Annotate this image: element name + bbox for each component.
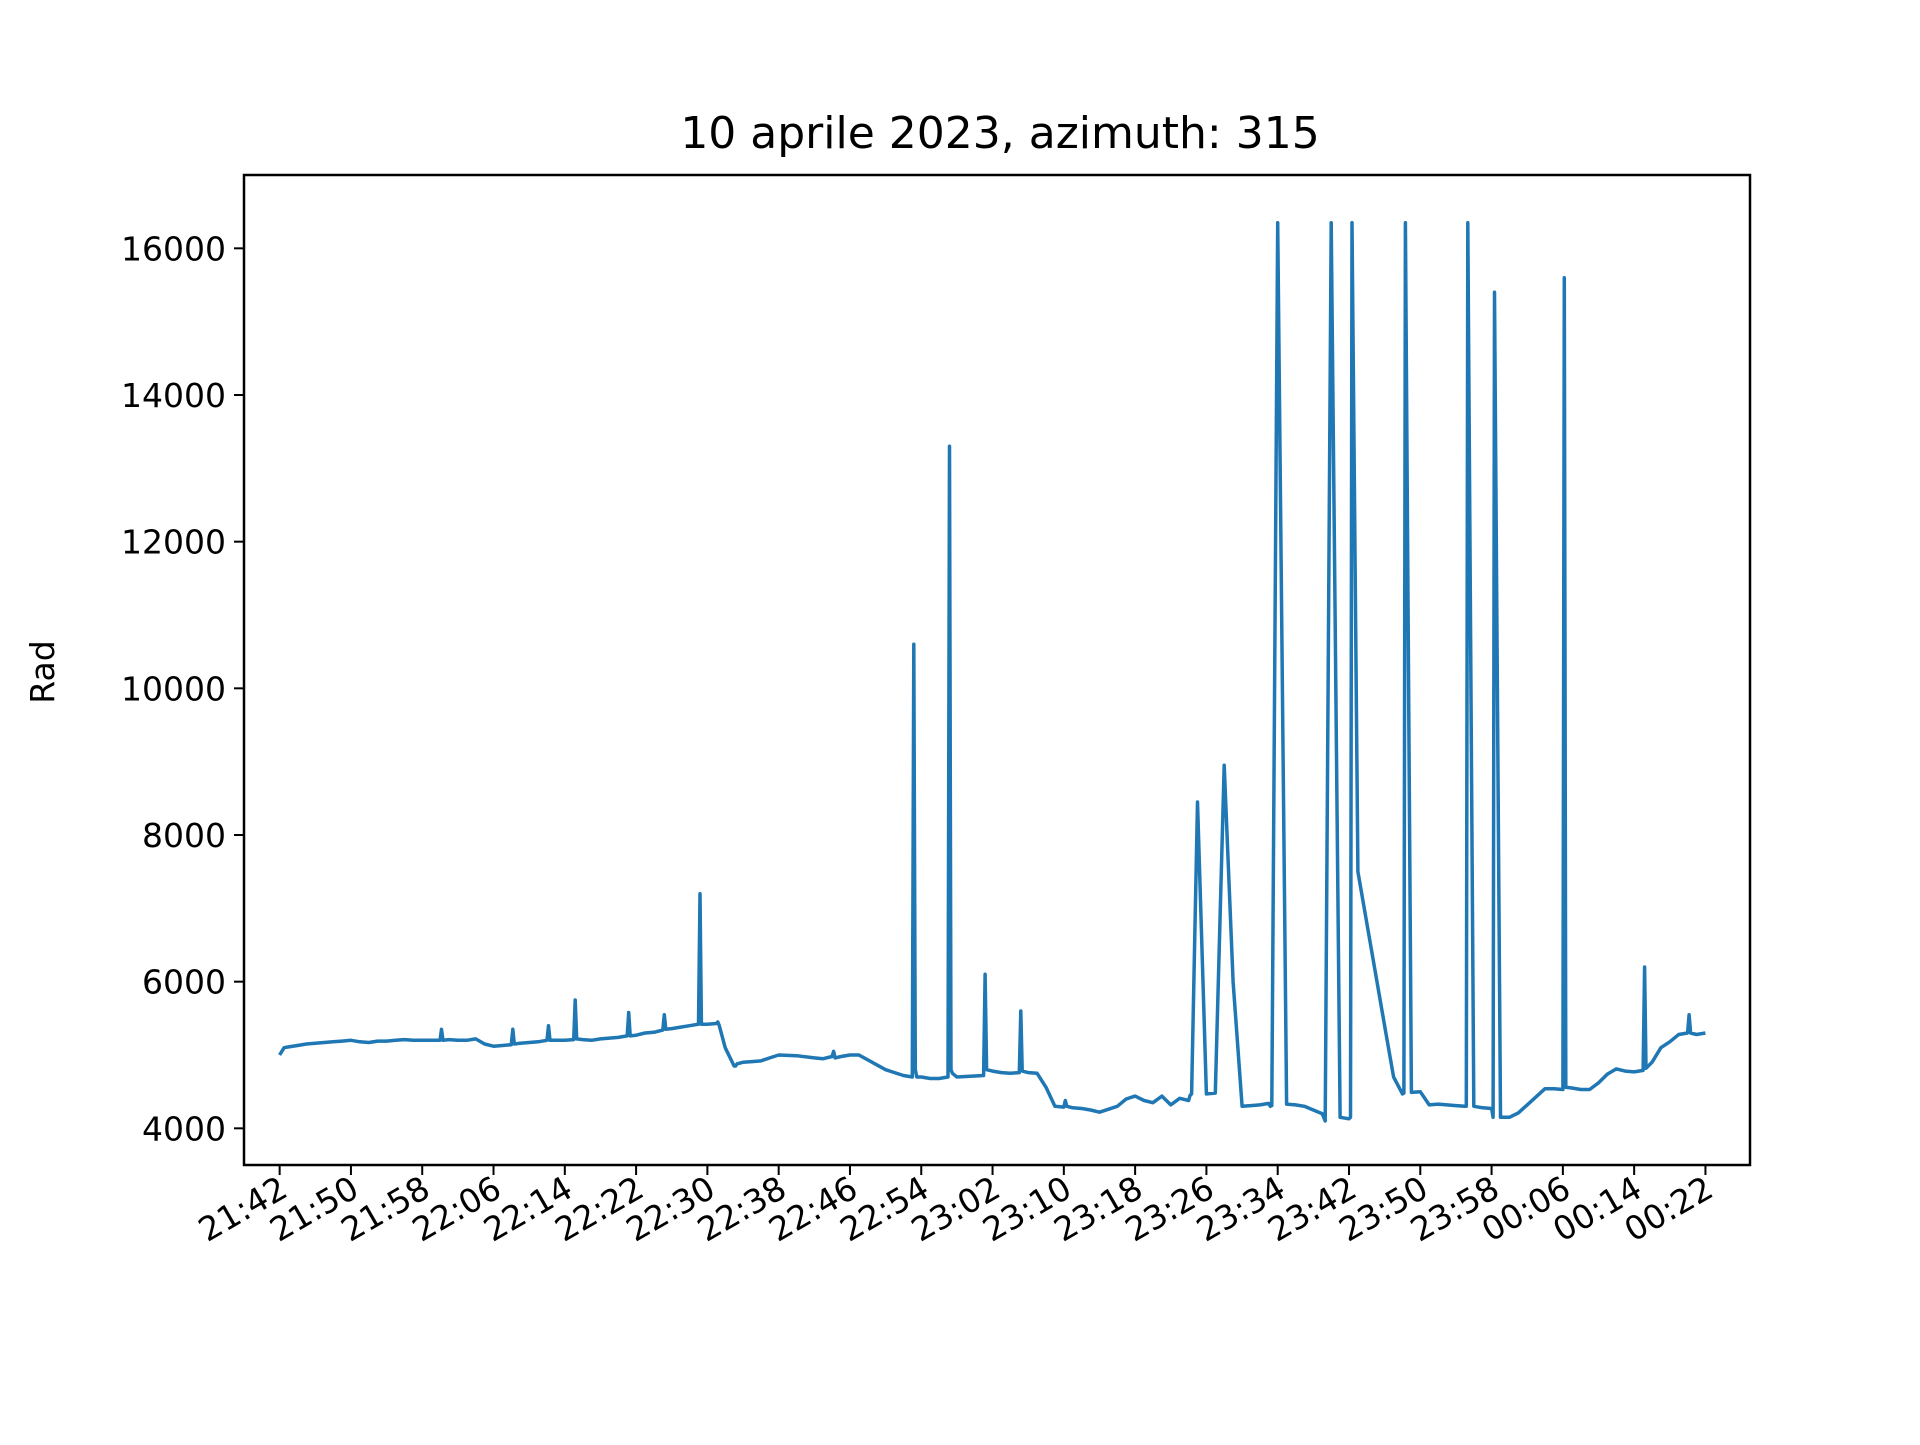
y-tick-label: 8000 <box>142 816 226 855</box>
y-tick-label: 16000 <box>121 229 226 268</box>
plot-area-frame <box>242 173 1752 1167</box>
y-tick-label: 12000 <box>121 523 226 562</box>
y-axis-ticks: 4000 6000 8000 10000 12000 14000 16000 <box>121 229 244 1148</box>
y-tick-label: 4000 <box>142 1109 226 1148</box>
series-layer <box>278 220 1706 1123</box>
y-axis-label: Rad <box>23 640 62 703</box>
chart-title: 10 aprile 2023, azimuth: 315 <box>680 108 1319 159</box>
y-tick-label: 10000 <box>121 669 226 708</box>
series-line <box>278 220 1706 1123</box>
y-tick-label: 6000 <box>142 963 226 1002</box>
y-tick-label: 14000 <box>121 376 226 415</box>
